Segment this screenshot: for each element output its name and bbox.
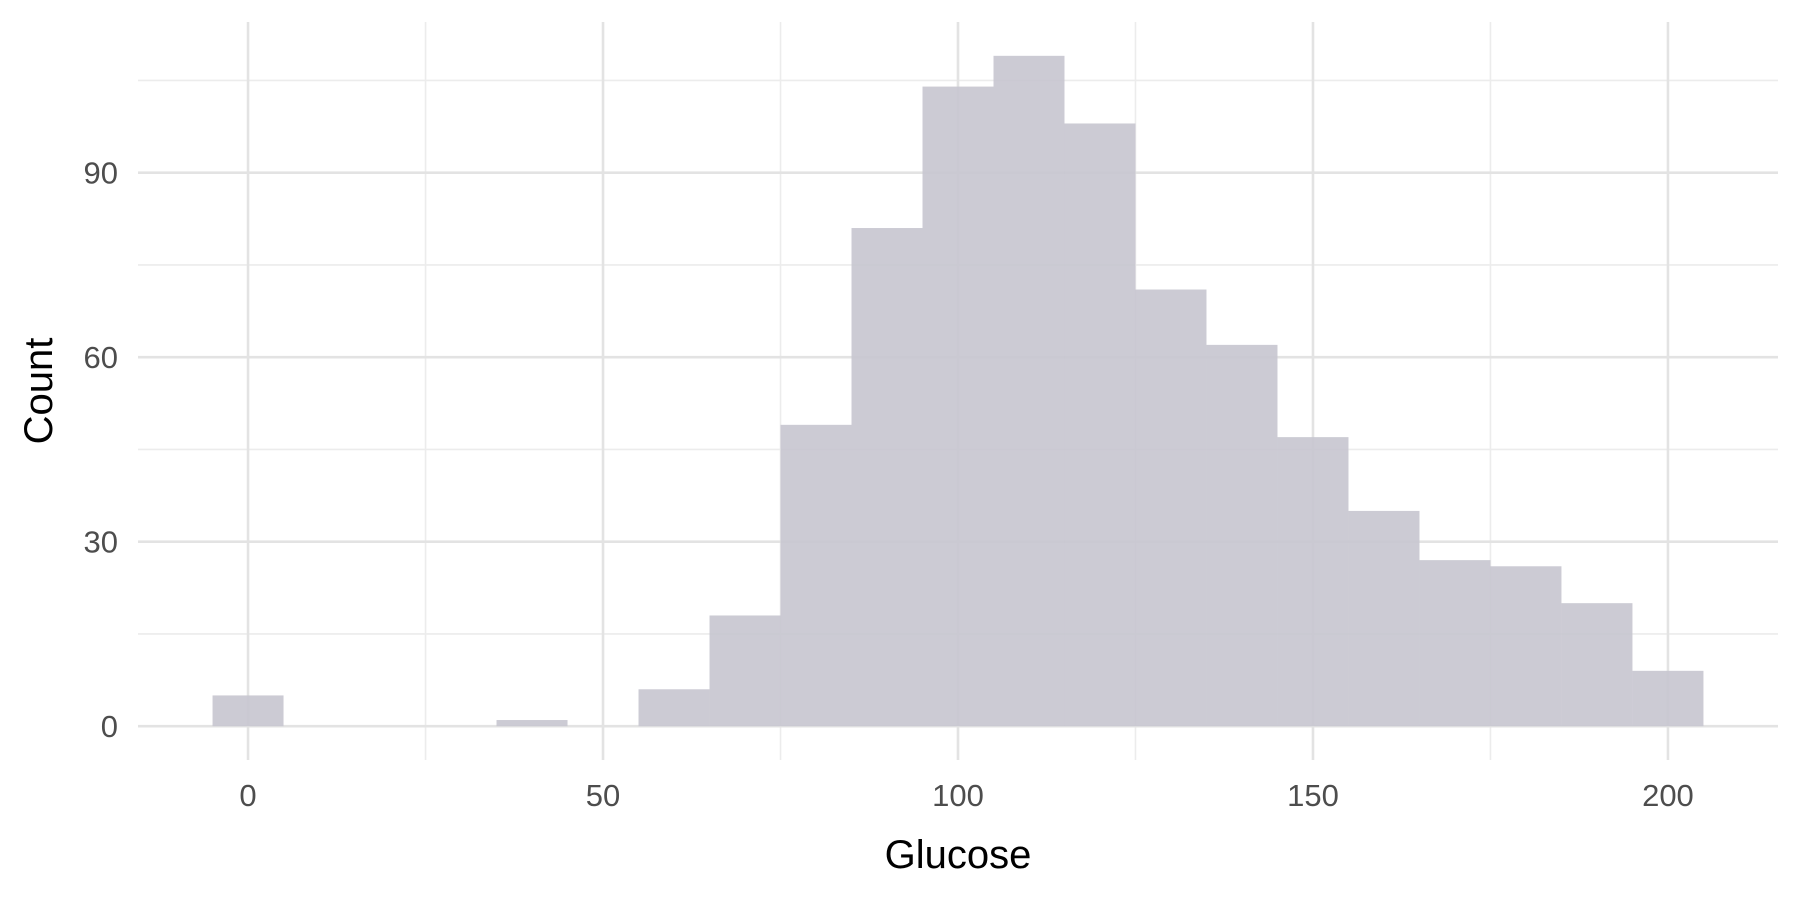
y-tick-label: 30 — [84, 525, 118, 560]
histogram-bar — [212, 695, 284, 727]
x-tick-label: 100 — [932, 778, 984, 813]
histogram-bar — [851, 228, 923, 727]
y-tick-label: 60 — [84, 340, 118, 375]
histogram-bar — [1632, 670, 1704, 727]
histogram-bar — [1419, 560, 1491, 727]
histogram-bar — [780, 424, 852, 727]
x-tick-label: 200 — [1642, 778, 1694, 813]
y-axis-title: Count — [17, 338, 61, 445]
x-tick-label: 50 — [586, 778, 620, 813]
x-axis-tick-labels: 0 50 100 150 200 — [239, 778, 1693, 813]
y-tick-label: 0 — [101, 709, 118, 744]
histogram-bar — [1064, 123, 1136, 727]
histogram-bar — [638, 689, 710, 727]
histogram-bars — [212, 55, 1704, 727]
histogram-bar — [496, 720, 568, 727]
histogram-bar — [1277, 437, 1349, 727]
histogram-bar — [1348, 510, 1420, 727]
x-tick-label: 0 — [239, 778, 256, 813]
y-axis-tick-labels: 0 30 60 90 — [84, 156, 118, 744]
histogram-bar — [922, 86, 994, 727]
histogram-bar — [709, 615, 781, 727]
histogram-bar — [1206, 344, 1278, 727]
histogram-bar — [993, 55, 1065, 727]
x-tick-label: 150 — [1287, 778, 1339, 813]
histogram-bar — [1135, 289, 1207, 727]
histogram-bar — [1490, 566, 1562, 727]
y-tick-label: 90 — [84, 156, 118, 191]
histogram-bar — [1561, 603, 1633, 727]
x-axis-title: Glucose — [885, 833, 1032, 877]
